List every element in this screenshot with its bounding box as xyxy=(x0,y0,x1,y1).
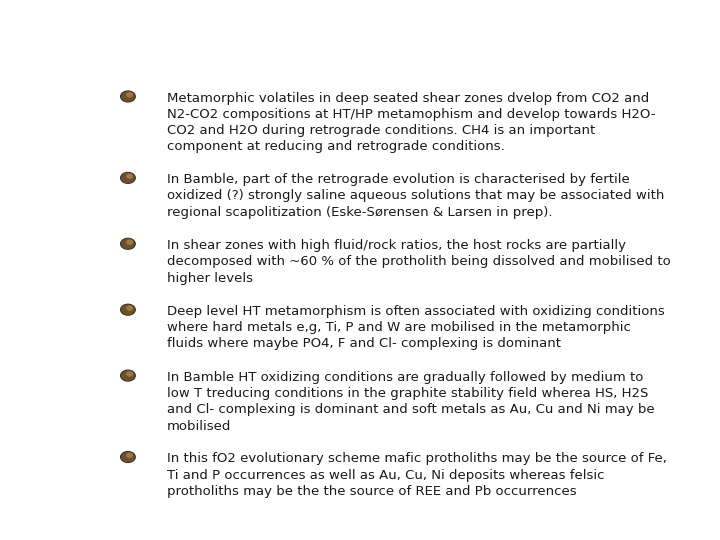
Circle shape xyxy=(121,91,135,102)
Circle shape xyxy=(121,451,135,462)
Circle shape xyxy=(127,240,132,244)
Circle shape xyxy=(127,93,132,97)
Circle shape xyxy=(122,173,134,183)
Circle shape xyxy=(121,172,135,183)
Circle shape xyxy=(127,453,132,457)
Circle shape xyxy=(122,305,134,314)
Text: Metamorphic volatiles in deep seated shear zones dvelop from CO2 and
N2-CO2 comp: Metamorphic volatiles in deep seated she… xyxy=(167,92,655,153)
Circle shape xyxy=(121,238,135,249)
Circle shape xyxy=(121,305,135,315)
Text: In this fO2 evolutionary scheme mafic protholiths may be the source of Fe,
Ti an: In this fO2 evolutionary scheme mafic pr… xyxy=(167,453,667,498)
Circle shape xyxy=(122,371,134,380)
Circle shape xyxy=(121,370,135,381)
Text: In Bamble HT oxidizing conditions are gradually followed by medium to
low T tred: In Bamble HT oxidizing conditions are gr… xyxy=(167,371,654,433)
Text: In Bamble, part of the retrograde evolution is characterised by fertile
oxidized: In Bamble, part of the retrograde evolut… xyxy=(167,173,665,219)
Circle shape xyxy=(127,372,132,376)
Circle shape xyxy=(127,174,132,178)
Text: In shear zones with high fluid/rock ratios, the host rocks are partially
decompo: In shear zones with high fluid/rock rati… xyxy=(167,239,671,285)
Circle shape xyxy=(122,92,134,101)
Circle shape xyxy=(122,453,134,462)
Circle shape xyxy=(127,306,132,310)
Text: Deep level HT metamorphism is often associated with oxidizing conditions
where h: Deep level HT metamorphism is often asso… xyxy=(167,305,665,350)
Circle shape xyxy=(122,239,134,248)
